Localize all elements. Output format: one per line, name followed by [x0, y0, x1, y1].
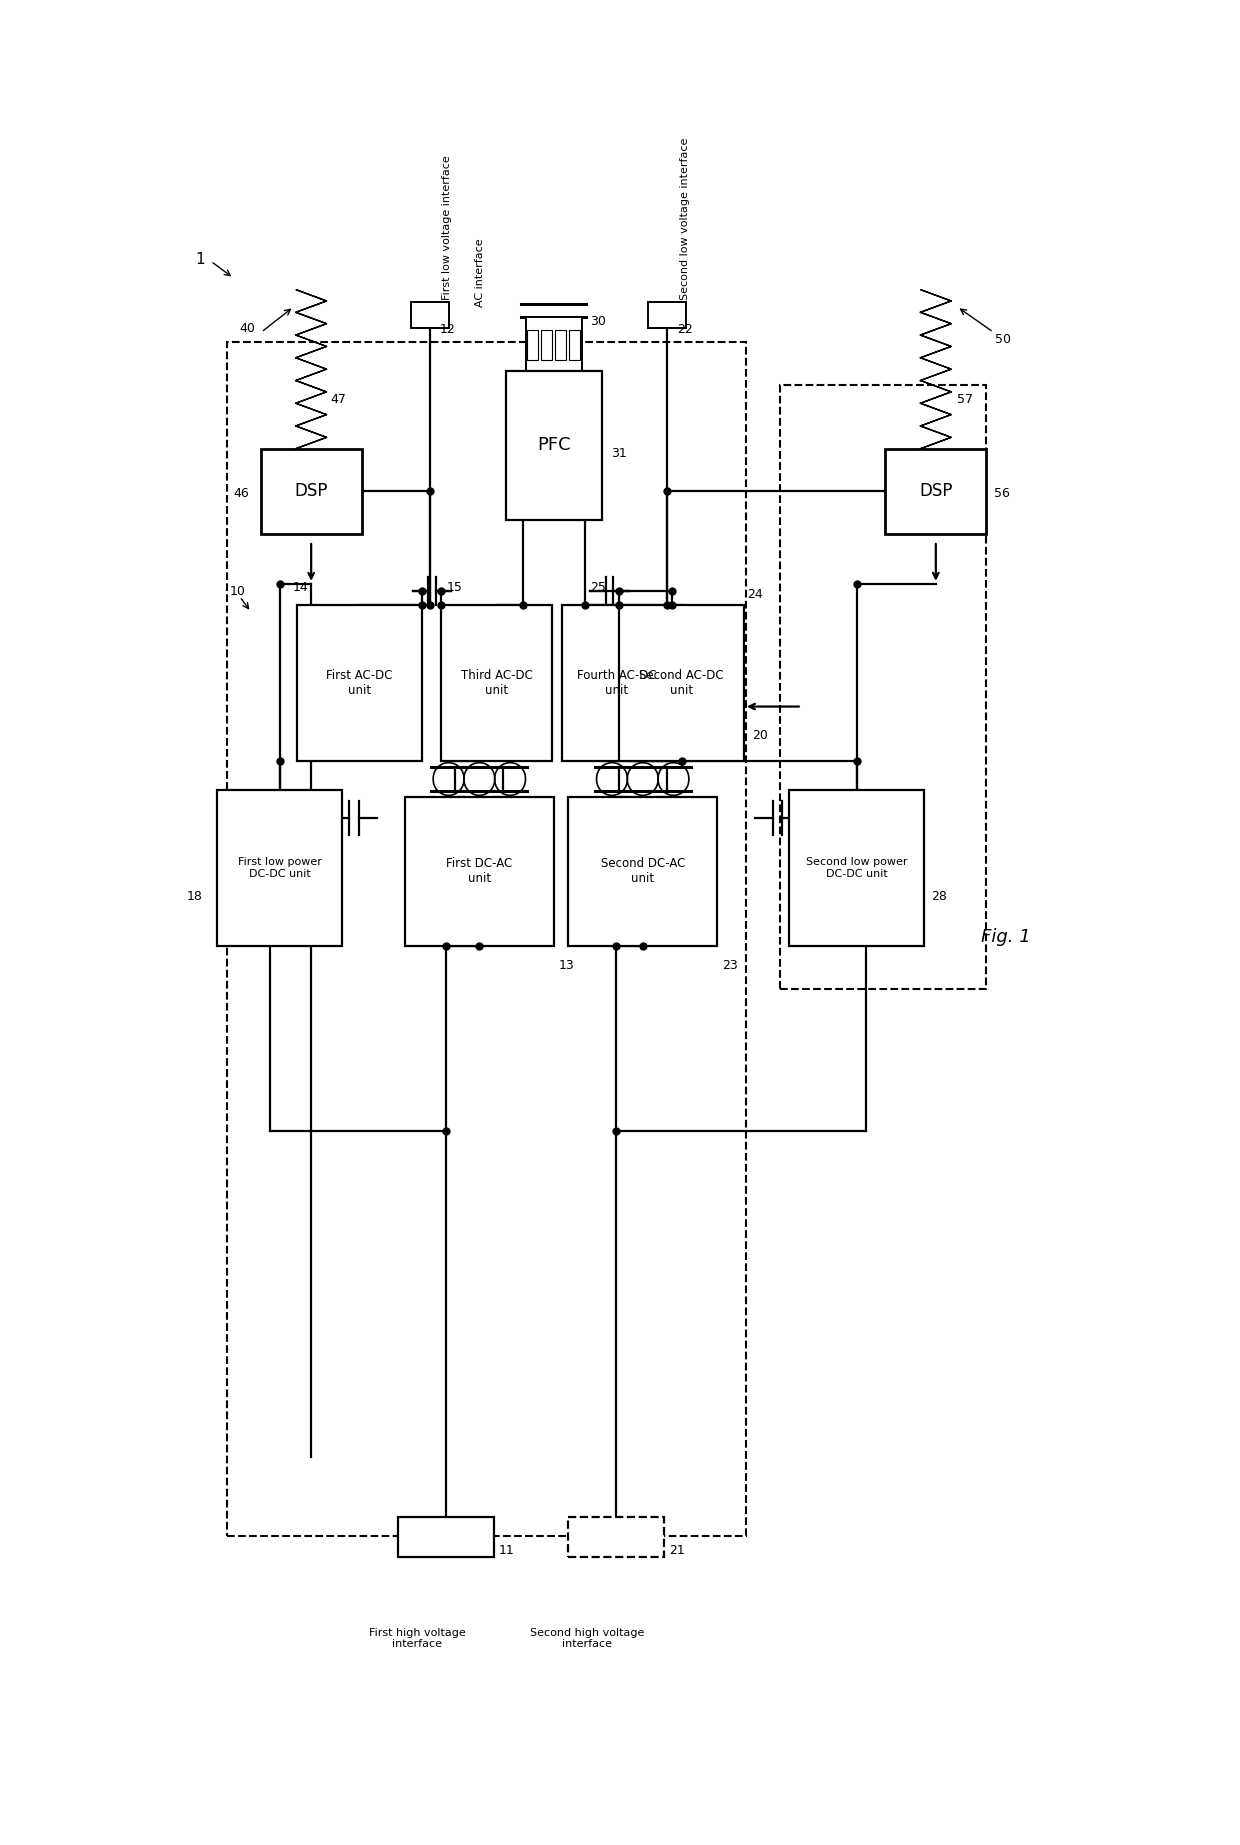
FancyBboxPatch shape [506, 371, 601, 520]
Text: 50: 50 [996, 334, 1012, 347]
Text: Second low power
DC-DC unit: Second low power DC-DC unit [806, 856, 908, 878]
Text: DSP: DSP [294, 482, 327, 500]
FancyBboxPatch shape [217, 790, 342, 946]
Text: 10: 10 [229, 585, 246, 598]
FancyBboxPatch shape [568, 1517, 665, 1557]
FancyBboxPatch shape [556, 330, 567, 360]
Text: AC interface: AC interface [475, 238, 485, 306]
FancyBboxPatch shape [885, 448, 986, 533]
Text: 31: 31 [611, 446, 627, 459]
Text: Second DC-AC
unit: Second DC-AC unit [600, 858, 684, 886]
Text: 12: 12 [439, 323, 455, 336]
Text: 13: 13 [559, 959, 574, 972]
Text: Fourth AC-DC
unit: Fourth AC-DC unit [577, 670, 656, 697]
FancyBboxPatch shape [619, 605, 744, 762]
Text: First low voltage interface: First low voltage interface [443, 155, 453, 299]
FancyBboxPatch shape [398, 1517, 495, 1557]
FancyBboxPatch shape [568, 797, 717, 946]
Text: Second AC-DC
unit: Second AC-DC unit [640, 670, 724, 697]
Text: DSP: DSP [919, 482, 952, 500]
Text: 46: 46 [234, 487, 249, 500]
FancyBboxPatch shape [562, 605, 672, 762]
FancyBboxPatch shape [649, 303, 687, 328]
FancyBboxPatch shape [789, 790, 924, 946]
Text: 30: 30 [590, 315, 606, 328]
Text: First AC-DC
unit: First AC-DC unit [326, 670, 393, 697]
Text: Third AC-DC
unit: Third AC-DC unit [461, 670, 532, 697]
FancyBboxPatch shape [569, 330, 580, 360]
Text: Fig. 1: Fig. 1 [982, 928, 1032, 946]
FancyBboxPatch shape [410, 303, 449, 328]
Text: 14: 14 [293, 581, 309, 594]
Text: Second high voltage
interface: Second high voltage interface [531, 1627, 645, 1649]
FancyBboxPatch shape [527, 330, 538, 360]
Text: 28: 28 [931, 891, 947, 904]
Text: 23: 23 [722, 959, 738, 972]
Text: 21: 21 [670, 1544, 684, 1557]
FancyBboxPatch shape [404, 797, 554, 946]
Text: 18: 18 [187, 891, 202, 904]
Text: PFC: PFC [537, 435, 570, 454]
Text: 15: 15 [446, 581, 463, 594]
FancyBboxPatch shape [542, 330, 553, 360]
Text: First low power
DC-DC unit: First low power DC-DC unit [238, 856, 322, 878]
FancyBboxPatch shape [441, 605, 552, 762]
Text: 20: 20 [751, 729, 768, 742]
Text: 1: 1 [196, 253, 205, 268]
FancyBboxPatch shape [298, 605, 422, 762]
Text: 24: 24 [746, 589, 763, 601]
Text: 56: 56 [994, 487, 1009, 500]
Text: 47: 47 [330, 393, 346, 406]
Text: First DC-AC
unit: First DC-AC unit [446, 858, 512, 886]
Text: 57: 57 [957, 393, 973, 406]
Text: 11: 11 [498, 1544, 515, 1557]
Text: 40: 40 [239, 323, 255, 336]
FancyBboxPatch shape [526, 317, 582, 371]
Text: First high voltage
interface: First high voltage interface [370, 1627, 466, 1649]
Text: Second low voltage interface: Second low voltage interface [680, 137, 689, 299]
FancyBboxPatch shape [260, 448, 362, 533]
Text: 25: 25 [590, 581, 606, 594]
Text: 22: 22 [677, 323, 693, 336]
